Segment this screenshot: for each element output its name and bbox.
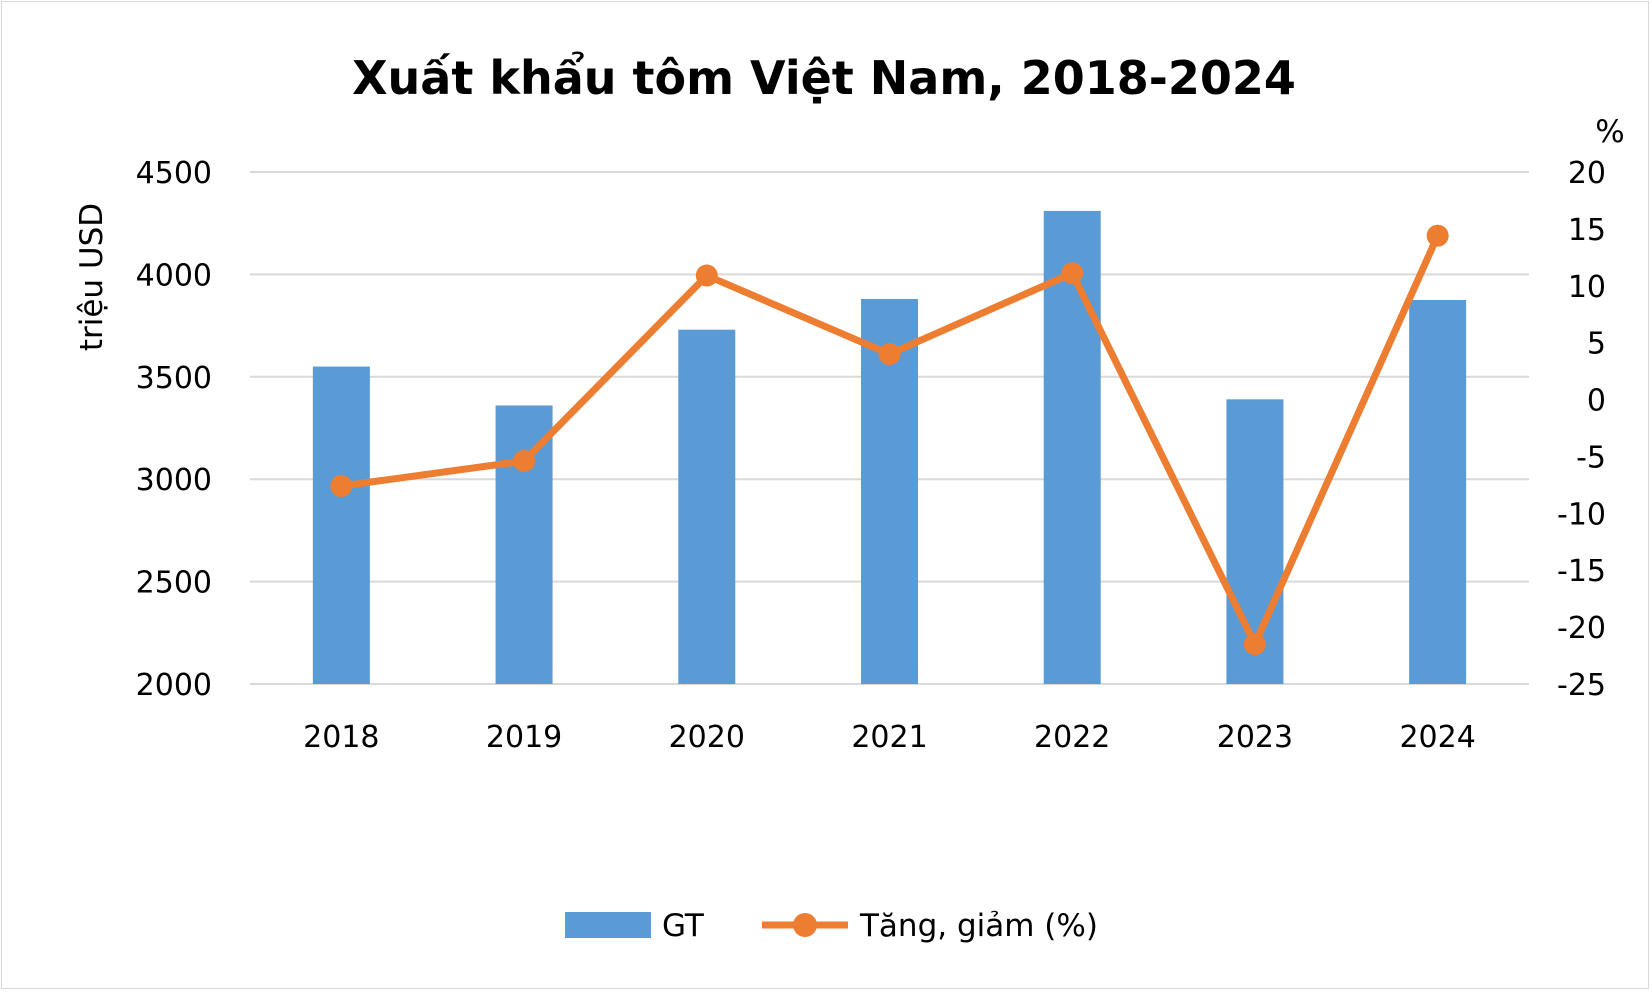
right-tick-label: 5 (1587, 327, 1606, 362)
right-tick-label: 15 (1568, 213, 1606, 248)
bar-gt (1043, 210, 1101, 685)
bar-gt (1409, 300, 1467, 684)
left-axis-ticks: 4500 4000 3500 3000 2500 2000 (136, 156, 212, 703)
growth-point (1426, 224, 1449, 247)
growth-point (330, 475, 353, 498)
growth-point (878, 343, 901, 366)
growth-point (1243, 633, 1266, 656)
right-tick-label: -5 (1576, 440, 1606, 475)
right-tick-label: 10 (1568, 270, 1606, 305)
x-tick-label: 2018 (303, 720, 379, 755)
bar-gt (312, 366, 370, 684)
right-tick-label: -15 (1557, 554, 1606, 589)
legend-label-gt: GT (662, 908, 705, 944)
left-tick-label: 3000 (136, 463, 212, 498)
left-tick-label: 4500 (136, 156, 212, 191)
legend: GT Tăng, giảm (%) (565, 908, 1098, 944)
bar-gt (495, 405, 553, 684)
x-tick-label: 2019 (486, 720, 562, 755)
growth-point (1061, 262, 1084, 285)
bars (312, 210, 1467, 685)
x-tick-label: 2021 (851, 720, 927, 755)
left-tick-label: 2500 (136, 566, 212, 601)
left-tick-label: 2000 (136, 668, 212, 703)
right-tick-label: 0 (1587, 384, 1606, 419)
x-tick-label: 2020 (669, 720, 745, 755)
x-tick-label: 2024 (1399, 720, 1475, 755)
x-axis-ticks: 2018 2019 2020 2021 2022 2023 2024 (303, 720, 1476, 755)
right-axis-label: % (1595, 114, 1624, 150)
right-tick-label: -10 (1557, 497, 1606, 532)
bar-gt (678, 329, 736, 684)
x-tick-label: 2023 (1217, 720, 1293, 755)
right-axis-ticks: 20 15 10 5 0 -5 -10 -15 -20 -25 (1557, 156, 1606, 703)
right-tick-label: -20 (1557, 611, 1606, 646)
growth-point (695, 264, 718, 287)
left-tick-label: 4000 (136, 258, 212, 293)
x-tick-label: 2022 (1034, 720, 1110, 755)
right-tick-label: 20 (1568, 156, 1606, 191)
right-tick-label: -25 (1557, 668, 1606, 703)
legend-swatch-gt (565, 912, 651, 938)
growth-point (513, 449, 536, 472)
left-axis-label: triệu USD (74, 203, 110, 351)
legend-swatch-marker (793, 913, 817, 937)
legend-label-growth: Tăng, giảm (%) (859, 908, 1098, 944)
chart-title: Xuất khẩu tôm Việt Nam, 2018-2024 (352, 51, 1296, 105)
left-tick-label: 3500 (136, 361, 212, 396)
line-series (330, 224, 1449, 656)
